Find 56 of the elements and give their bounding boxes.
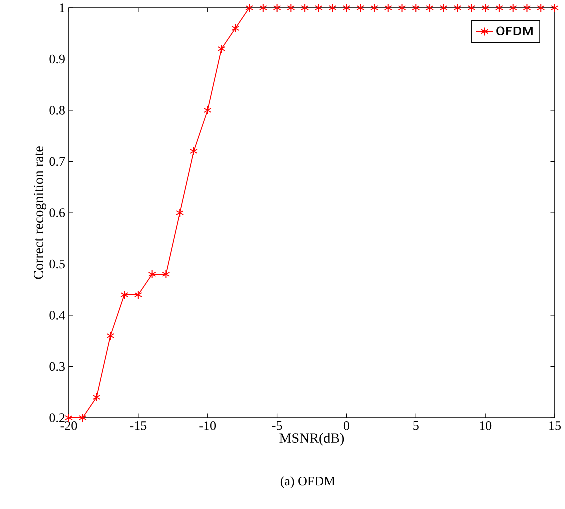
point <box>204 106 212 115</box>
point <box>190 147 198 156</box>
point <box>440 4 448 12</box>
point <box>412 4 420 12</box>
point <box>384 4 392 12</box>
point <box>426 4 434 12</box>
point <box>78 414 87 422</box>
y-tick-label: 0.5 <box>50 260 65 269</box>
y-tick-label: 0.7 <box>50 157 66 166</box>
point <box>246 4 254 12</box>
x-tick-label: 0 <box>344 422 350 430</box>
point <box>259 4 268 12</box>
x-tick-label: -5 <box>272 422 282 430</box>
y-tick-label: 0.9 <box>50 54 65 64</box>
x-tick-label: 5 <box>414 422 419 430</box>
y-tick-label: 0.4 <box>50 311 66 320</box>
text: (a) OFDM <box>280 476 336 488</box>
y-tick-label: 0.6 <box>50 208 66 218</box>
point <box>106 331 115 340</box>
y-tick-label: 0.3 <box>50 362 65 372</box>
y-tick-label: 0.2 <box>50 414 65 422</box>
point <box>120 290 129 300</box>
legend-label: OFDM <box>496 26 533 36</box>
x-tick-label: 10 <box>480 422 492 430</box>
y-tick-label: 1 <box>60 4 65 12</box>
point <box>218 44 226 54</box>
point <box>495 4 504 12</box>
x-tick-label: -10 <box>200 422 216 430</box>
point <box>454 4 462 12</box>
x-tick-label: -20 <box>60 422 78 430</box>
point <box>328 4 337 12</box>
point <box>92 393 101 402</box>
point <box>314 4 323 12</box>
point <box>148 270 156 279</box>
y-axis-title: Correct recognition rate <box>34 146 46 280</box>
point <box>176 208 184 218</box>
point <box>356 4 365 12</box>
point <box>537 4 546 12</box>
y-tick-label: 0.8 <box>50 106 65 115</box>
point <box>523 4 532 12</box>
point <box>162 270 170 279</box>
point <box>370 4 378 12</box>
point <box>398 4 406 12</box>
point <box>232 24 240 33</box>
x-axis-title: MSNR(dB) <box>280 433 344 446</box>
point <box>468 4 476 12</box>
point <box>509 4 518 12</box>
point <box>482 4 490 12</box>
x-tick-label: -15 <box>130 422 147 430</box>
point <box>301 4 310 12</box>
x-tick-label: 15 <box>550 422 561 430</box>
point <box>342 4 351 12</box>
point <box>287 4 296 12</box>
point <box>273 4 282 12</box>
point <box>551 4 559 12</box>
point <box>134 290 142 300</box>
